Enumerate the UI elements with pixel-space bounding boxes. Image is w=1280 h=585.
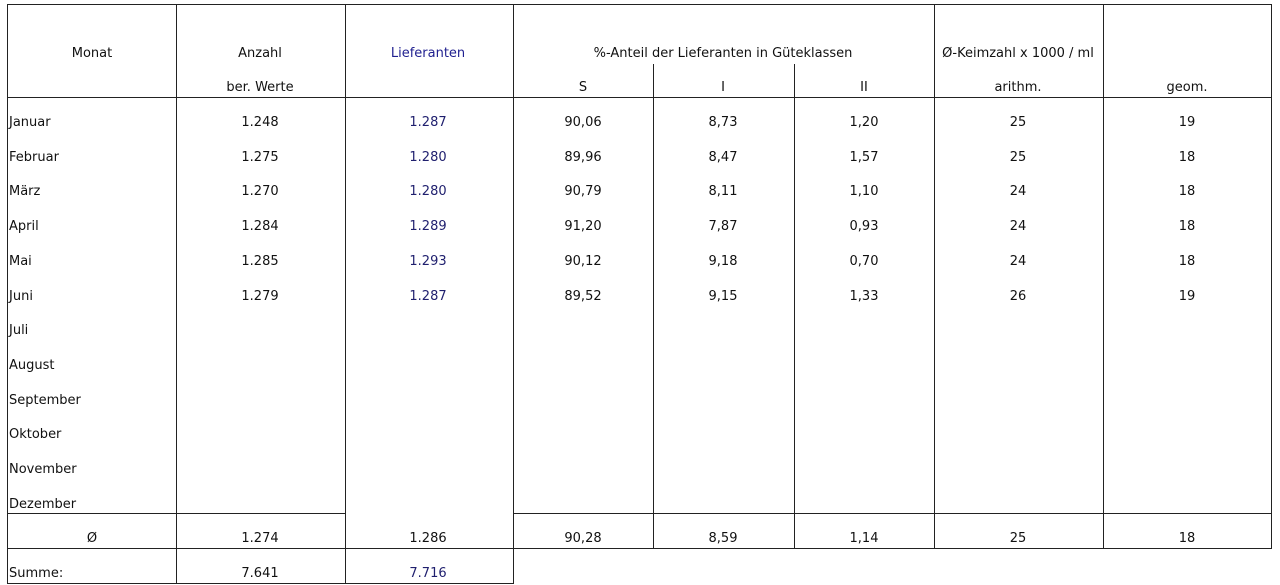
header-arithm: arithm. (994, 80, 1042, 95)
col-border-geom (1103, 4, 1104, 549)
col-border-ii (794, 64, 795, 549)
header-geom: geom. (1166, 80, 1208, 95)
row-i-cell: 8,73 (708, 115, 738, 130)
header-bottom-border (7, 97, 1272, 98)
row-anzahl-cell: 1.248 (241, 115, 279, 130)
average-ii: 1,14 (849, 531, 879, 546)
average-i: 8,59 (708, 531, 738, 546)
average-geom: 18 (1178, 531, 1196, 546)
header-keimzahl: Ø-Keimzahl x 1000 / ml (942, 46, 1094, 61)
row-month-label: März (9, 184, 41, 199)
average-top-border-right (513, 513, 1272, 514)
row-anzahl-cell: 1.275 (241, 150, 279, 165)
row-geom-cell: 19 (1178, 115, 1196, 130)
average-arithm: 25 (1009, 531, 1027, 546)
header-s: S (578, 80, 588, 95)
row-ii-cell: 0,70 (849, 254, 879, 269)
row-month-label: April (9, 219, 39, 234)
row-s-cell: 89,52 (564, 289, 602, 304)
row-geom-cell: 18 (1178, 150, 1196, 165)
row-lieferanten-cell: 1.280 (409, 150, 447, 165)
row-lieferanten-cell: 1.287 (409, 289, 447, 304)
row-arithm-cell: 25 (1009, 150, 1027, 165)
average-bottom-border (7, 548, 1272, 549)
row-s-cell: 89,96 (564, 150, 602, 165)
row-ii-cell: 1,20 (849, 115, 879, 130)
col-border-right (1271, 4, 1272, 549)
row-anzahl-cell: 1.279 (241, 289, 279, 304)
header-monat: Monat (71, 46, 113, 61)
col-border-left (7, 4, 8, 584)
total-label: Summe: (9, 566, 64, 581)
header-ii: II (860, 80, 868, 95)
col-border-lieferanten (345, 4, 346, 584)
row-month-label: Dezember (9, 497, 77, 512)
row-geom-cell: 18 (1178, 184, 1196, 199)
row-lieferanten-cell: 1.293 (409, 254, 447, 269)
row-ii-cell: 1,33 (849, 289, 879, 304)
row-arithm-cell: 24 (1009, 254, 1027, 269)
row-lieferanten-cell: 1.289 (409, 219, 447, 234)
row-month-label: Januar (9, 115, 51, 130)
header-anzahl: Anzahl (238, 46, 282, 61)
row-arithm-cell: 24 (1009, 184, 1027, 199)
total-lieferanten: 7.716 (409, 566, 447, 581)
header-lieferanten: Lieferanten (390, 46, 466, 61)
row-month-label: Juni (9, 289, 33, 304)
row-s-cell: 90,12 (564, 254, 602, 269)
row-anzahl-cell: 1.284 (241, 219, 279, 234)
row-arithm-cell: 24 (1009, 219, 1027, 234)
row-month-label: Februar (9, 150, 59, 165)
row-i-cell: 7,87 (708, 219, 738, 234)
row-s-cell: 90,79 (564, 184, 602, 199)
row-anzahl-cell: 1.270 (241, 184, 279, 199)
col-border-anzahl (176, 4, 177, 584)
row-i-cell: 9,15 (708, 289, 738, 304)
row-geom-cell: 19 (1178, 289, 1196, 304)
row-i-cell: 8,47 (708, 150, 738, 165)
average-label: Ø (86, 531, 98, 546)
header-ber-werte: ber. Werte (226, 80, 294, 95)
header-i: I (721, 80, 725, 95)
col-border-s (513, 4, 514, 584)
total-bottom-border (7, 583, 513, 584)
row-month-label: November (9, 462, 77, 477)
row-month-label: Juli (9, 323, 29, 338)
total-anzahl: 7.641 (241, 566, 279, 581)
row-anzahl-cell: 1.285 (241, 254, 279, 269)
average-lieferanten: 1.286 (409, 531, 447, 546)
row-i-cell: 8,11 (708, 184, 738, 199)
header-anteil: %-Anteil der Lieferanten in Güteklassen (593, 46, 853, 61)
row-i-cell: 9,18 (708, 254, 738, 269)
row-ii-cell: 0,93 (849, 219, 879, 234)
row-lieferanten-cell: 1.280 (409, 184, 447, 199)
row-month-label: August (9, 358, 55, 373)
col-border-arithm (934, 4, 935, 549)
row-arithm-cell: 26 (1009, 289, 1027, 304)
row-s-cell: 91,20 (564, 219, 602, 234)
average-s: 90,28 (564, 531, 602, 546)
row-ii-cell: 1,10 (849, 184, 879, 199)
row-ii-cell: 1,57 (849, 150, 879, 165)
average-anzahl: 1.274 (241, 531, 279, 546)
row-month-label: Mai (9, 254, 32, 269)
table-top-border (7, 4, 1272, 5)
col-border-i (653, 64, 654, 549)
row-month-label: September (9, 393, 81, 408)
row-month-label: Oktober (9, 427, 62, 442)
row-geom-cell: 18 (1178, 254, 1196, 269)
row-lieferanten-cell: 1.287 (409, 115, 447, 130)
row-s-cell: 90,06 (564, 115, 602, 130)
row-arithm-cell: 25 (1009, 115, 1027, 130)
row-geom-cell: 18 (1178, 219, 1196, 234)
